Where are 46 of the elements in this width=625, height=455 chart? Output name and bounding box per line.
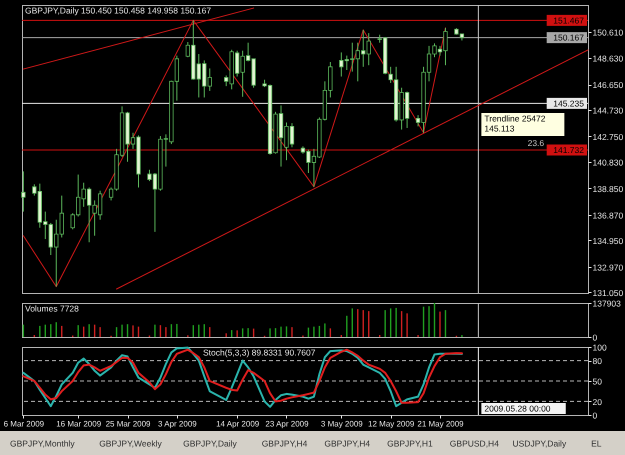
ref-line-label: 145.235 <box>553 98 584 108</box>
y-tick-label: 150.610 <box>592 27 624 38</box>
x-tick-label: 6 Mar 2009 <box>4 420 45 428</box>
ref-line-label: 150.167 <box>553 32 584 43</box>
text: USDJPY,Daily <box>512 438 567 448</box>
y-tick-label: 140.830 <box>592 158 624 168</box>
x-tick-label: 3 May 2009 <box>320 420 364 428</box>
y-tick-label: 80 <box>592 356 602 366</box>
ref-line-label: 141.732 <box>553 145 584 156</box>
y-tick-label: 142.750 <box>592 132 624 142</box>
y-tick-label: 20 <box>592 396 602 407</box>
text: GBPJPY,H4 <box>324 438 370 448</box>
y-tick-label: 0 <box>592 410 598 420</box>
y-tick-label: 131.050 <box>592 288 624 298</box>
x-tick-label: 14 Apr 2009 <box>216 420 260 428</box>
text: GBPJPY,Monthly <box>10 438 76 448</box>
chart-title: Stoch(5,3,3) 89.8331 90.7607 <box>203 348 316 358</box>
x-tick-label: 21 May 2009 <box>417 420 464 428</box>
ref-line-label: 151.467 <box>553 15 584 26</box>
y-tick-label: 136.870 <box>592 210 624 220</box>
x-tick-label: 12 May 2009 <box>368 420 415 428</box>
y-tick-label: 50 <box>592 376 602 386</box>
x-tick-label: 16 Mar 2009 <box>56 420 102 428</box>
text: GBPJPY,Daily <box>183 438 238 448</box>
x-tick-label: 3 Apr 2009 <box>158 420 198 428</box>
y-tick-label: 144.730 <box>592 106 624 116</box>
chart-title: Volumes 7728 <box>25 304 80 314</box>
y-tick-label: 0 <box>592 332 598 342</box>
x-tick-label: 23 Apr 2009 <box>265 420 310 428</box>
text: GBPJPY,H1 <box>387 438 434 448</box>
annotation: 23.6 <box>528 138 544 148</box>
text: GBPJPY,H4 <box>262 438 308 448</box>
text: GBPJPY,Weekly <box>99 438 162 448</box>
ref-line-label: 2009.05.28 00:00 <box>484 404 551 414</box>
y-tick-label: 100 <box>592 342 607 352</box>
text: EL <box>591 438 602 448</box>
annotation: Trendline 25472 145.113 <box>484 114 546 134</box>
y-tick-label: 146.650 <box>592 80 624 90</box>
y-tick-label: 137903 <box>592 298 622 308</box>
text: GBPUSD,H4 <box>450 438 500 448</box>
y-tick-label: 134.950 <box>592 236 624 246</box>
chart-title: GBPJPY,Daily 150.450 150.458 149.958 150.167 <box>25 6 212 16</box>
y-tick-label: 138.850 <box>592 184 624 194</box>
y-tick-label: 132.970 <box>592 262 624 272</box>
x-tick-label: 25 Mar 2009 <box>106 420 152 428</box>
y-tick-label: 148.630 <box>592 54 624 64</box>
